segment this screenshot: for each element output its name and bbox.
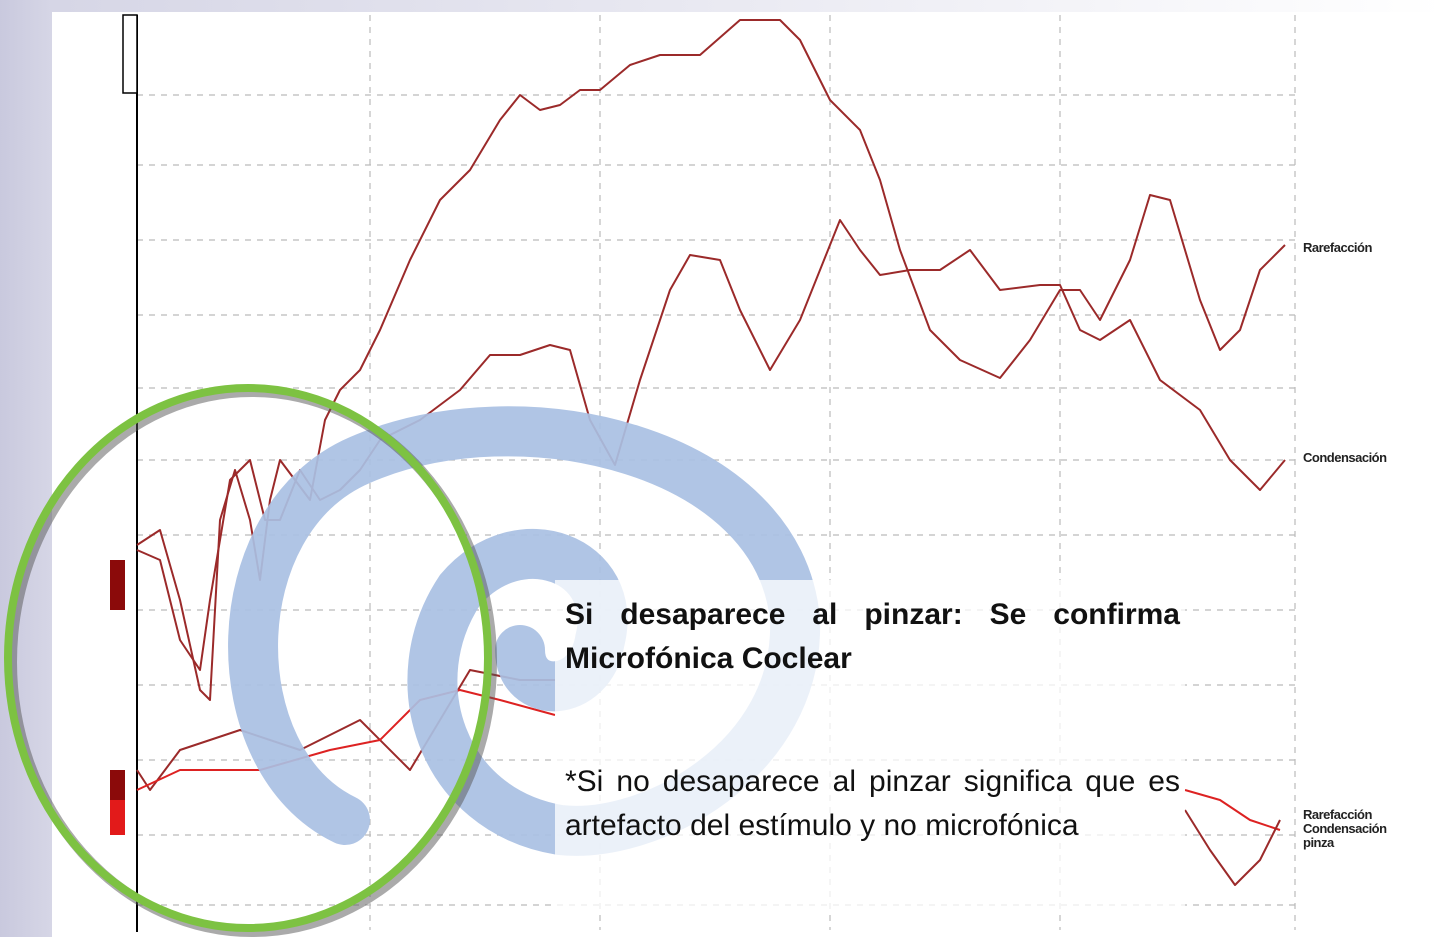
trace-label: Condensación bbox=[1303, 450, 1387, 465]
note-artifact: *Si no desaparece al pinzar significa qu… bbox=[565, 760, 1180, 848]
note-confirm: Si desaparece al pinzar: Se confirma Mic… bbox=[565, 593, 1180, 681]
trace-label: Rarefacción bbox=[1303, 240, 1372, 255]
marker bbox=[123, 15, 137, 93]
trace-label: Rarefacción bbox=[1303, 808, 1372, 821]
marker bbox=[110, 770, 125, 800]
trace-label: Condensación bbox=[1303, 822, 1387, 835]
marker bbox=[110, 800, 125, 835]
trace-label: pinza bbox=[1303, 836, 1334, 849]
marker bbox=[110, 560, 125, 610]
slide: Rarefacción Condensación Rarefacción Con… bbox=[0, 0, 1445, 937]
